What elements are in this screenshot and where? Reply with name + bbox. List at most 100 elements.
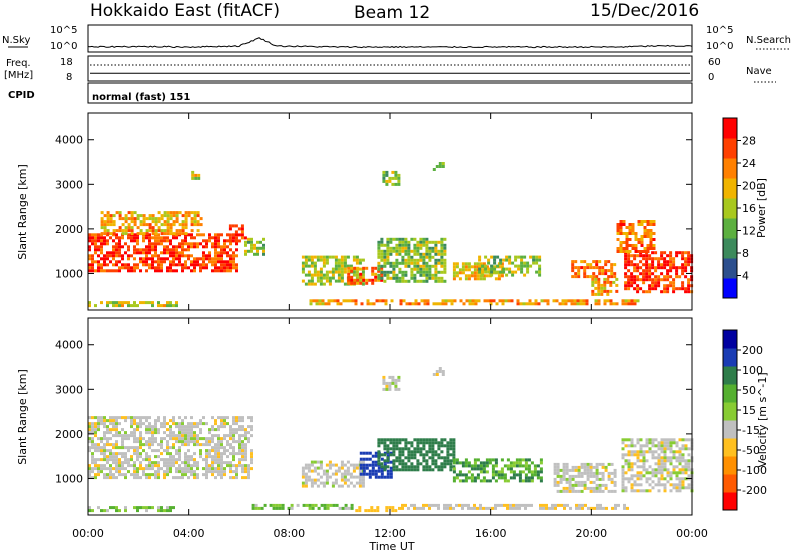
power-cell [440,264,444,268]
power-cell [328,279,332,283]
velocity-cell [154,440,157,444]
velocity-cell [355,466,359,470]
velocity-cell [630,453,634,457]
velocity-cell [115,455,118,459]
velocity-cell [419,447,423,451]
velocity-cell [681,483,685,487]
velocity-cell [371,460,375,464]
power-cell [407,279,411,283]
velocity-cell [527,476,531,480]
velocity-cell [115,431,118,435]
velocity-cell [458,479,462,483]
velocity-cell [654,438,658,442]
velocity-cell [97,416,100,420]
velocity-cell [434,462,438,466]
velocity-cell [187,470,190,474]
power-cell [313,273,317,277]
velocity-cell [154,431,157,435]
power-cell [401,261,405,265]
power-cell [408,302,412,306]
velocity-cell [586,462,590,466]
power-cell [422,252,426,256]
power-cell [127,226,131,230]
power-cell [193,266,196,270]
velocity-cell [636,441,640,445]
power-cell [382,176,386,180]
velocity-cell [169,509,172,513]
velocity-cell [404,456,408,460]
power-cell [624,302,628,306]
power-cell [187,266,190,270]
power-cell [651,281,655,285]
power-cell [380,276,384,280]
velocity-cell [112,422,115,426]
velocity-cell [223,449,226,453]
power-cell [115,236,118,240]
power-cell [669,281,673,285]
velocity-cell [136,416,139,420]
power-cell [649,220,653,223]
power-cell [526,267,530,271]
power-cell [103,269,106,273]
power-cell [151,260,154,264]
power-colorbar-segment [723,278,737,299]
velocity-cell [568,477,572,481]
velocity-cell [316,466,320,470]
power-cell [482,277,486,281]
power-cell [163,214,167,218]
velocity-cell [371,469,375,473]
velocity-cell [217,458,220,462]
velocity-cell [506,479,510,483]
velocity-cell [169,506,172,510]
power-cell [103,232,107,236]
power-cell [398,249,402,253]
power-cell [121,229,125,233]
power-cell [610,269,614,273]
velocity-cell [238,425,241,429]
power-cell [190,220,194,224]
velocity-cell [636,456,640,460]
velocity-cell [211,455,214,459]
velocity-cell [196,461,199,465]
velocity-cell [337,466,341,470]
velocity-cell [226,461,229,465]
power-cell [383,255,387,259]
velocity-cell [115,434,118,438]
velocity-cell [130,455,133,459]
velocity-cell [94,458,97,462]
velocity-cell [383,465,387,469]
velocity-cell [211,446,214,450]
velocity-cell [613,474,617,478]
velocity-cell [455,503,458,507]
velocity-cell [178,416,181,420]
power-cell [232,257,235,261]
power-cell [399,299,403,303]
velocity-cell [115,509,118,513]
power-cell [520,255,524,259]
velocity-cell [377,456,381,460]
power-cell [358,258,362,262]
power-cell [100,263,103,267]
velocity-cell [358,484,362,488]
velocity-cell [577,489,581,493]
power-cell [172,211,176,215]
power-cell [643,229,647,232]
velocity-cell [645,441,649,445]
power-cell [151,254,154,258]
power-cell [211,236,214,240]
velocity-cell [340,460,344,464]
power-cell [148,257,151,261]
velocity-cell [675,459,679,463]
velocity-cell [374,463,378,467]
power-cell [419,246,423,250]
power-cell [139,229,143,233]
velocity-cell [383,441,387,445]
velocity-cell [455,458,459,462]
velocity-cell [320,503,324,507]
velocity-cell [148,458,151,462]
power-cell [262,249,265,253]
power-cell [166,226,170,230]
power-cell [660,263,664,267]
velocity-cell [663,468,667,472]
velocity-cell [178,452,181,456]
